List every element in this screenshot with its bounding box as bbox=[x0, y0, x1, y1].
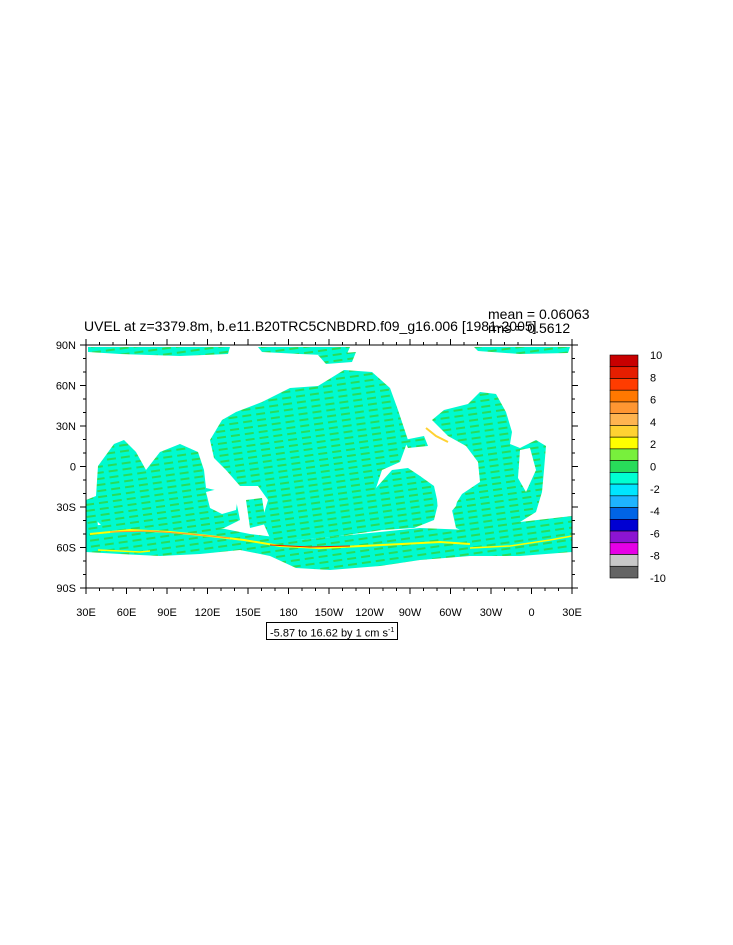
colorbar-swatch bbox=[609, 565, 639, 579]
acc-jet bbox=[469, 535, 572, 549]
ocean-patch bbox=[86, 496, 98, 530]
gulf-stream-jet bbox=[425, 427, 449, 443]
arctic-ocean-patch bbox=[88, 347, 230, 356]
acc-jet bbox=[109, 530, 231, 539]
lat-tick-label: 30N bbox=[56, 421, 76, 433]
arctic-ocean-patch bbox=[474, 347, 570, 354]
colorbar-swatch bbox=[609, 519, 639, 532]
colorbar-label: -10 bbox=[650, 573, 666, 585]
lat-tick-label: 90S bbox=[56, 583, 76, 595]
colorbar-label: 2 bbox=[650, 439, 656, 451]
contour-range-label: -5.87 to 16.62 by 1 cm s-1 bbox=[266, 622, 399, 640]
lat-tick-label: 90N bbox=[56, 340, 76, 352]
colorbar-swatch bbox=[609, 401, 639, 414]
rms-label: rms = 0.5612 bbox=[488, 320, 571, 336]
lon-tick-label: 30E bbox=[76, 607, 96, 619]
colorbar-label: 6 bbox=[650, 395, 656, 407]
colorbar-label: 4 bbox=[650, 417, 656, 429]
colorbar-swatch bbox=[609, 425, 639, 438]
lon-tick-label: 90W bbox=[399, 607, 422, 619]
mean-label: mean = 0.06063 bbox=[488, 306, 590, 322]
colorbar-swatch bbox=[609, 483, 639, 497]
acc-jet bbox=[269, 544, 351, 548]
colorbar-swatch bbox=[609, 366, 639, 379]
south-america-land bbox=[436, 478, 460, 518]
southern-ocean bbox=[86, 516, 572, 570]
arctic-ocean-patch bbox=[318, 352, 356, 364]
colorbar-label: -8 bbox=[650, 551, 660, 563]
australia-land bbox=[206, 486, 238, 514]
arctic-ocean-patch bbox=[258, 347, 350, 356]
colorbar: 10 8 6 4 2 0 -2 -4 -6 -8 -10 bbox=[609, 350, 666, 585]
colorbar-swatch bbox=[609, 472, 639, 485]
colorbar-swatch bbox=[609, 554, 639, 567]
lon-tick-label: 30E bbox=[562, 607, 582, 619]
lon-tick-label: 120E bbox=[195, 607, 221, 619]
colorbar-swatch bbox=[609, 448, 639, 461]
lat-tick-label: 0 bbox=[70, 462, 76, 474]
colorbar-label: -4 bbox=[650, 506, 660, 518]
africa-land bbox=[518, 448, 536, 492]
ocean-patch bbox=[246, 498, 266, 528]
colorbar-label: 8 bbox=[650, 372, 656, 384]
plot-title: UVEL at z=3379.8m, b.e11.B20TRC5CNBDRD.f… bbox=[84, 318, 537, 334]
colorbar-label: 0 bbox=[650, 462, 656, 474]
pacific-ocean bbox=[210, 370, 438, 540]
colorbar-swatch bbox=[609, 530, 639, 544]
lat-tick-label: 60S bbox=[56, 543, 76, 555]
colorbar-swatch bbox=[609, 495, 639, 508]
lon-tick-label: 30W bbox=[480, 607, 503, 619]
colorbar-swatch bbox=[609, 542, 639, 555]
colorbar-swatch bbox=[609, 507, 639, 520]
colorbar-swatch bbox=[609, 436, 639, 450]
lon-tick-label: 150W bbox=[315, 607, 344, 619]
colorbar-swatch bbox=[609, 378, 639, 391]
lon-tick-label: 90E bbox=[157, 607, 177, 619]
acc-jet bbox=[97, 549, 151, 553]
velocity-field-map bbox=[86, 345, 572, 588]
colorbar-swatch bbox=[609, 413, 639, 426]
colorbar-swatch bbox=[609, 460, 639, 473]
colorbar-label: -2 bbox=[650, 484, 660, 496]
lat-tick-label: 30S bbox=[56, 502, 76, 514]
lat-tick-label: 60N bbox=[56, 381, 76, 393]
colorbar-label: 10 bbox=[650, 350, 662, 362]
colorbar-swatch bbox=[609, 389, 639, 403]
lon-tick-label: 0 bbox=[528, 607, 534, 619]
latitude-axis: 90N 60N 30N 0 30S 60S 90S bbox=[56, 340, 578, 595]
longitude-axis: 30E 60E 90E 120E 150E 180 150W 120W 90W 60W 30W 0 30… bbox=[76, 339, 582, 619]
lon-tick-label: 120W bbox=[355, 607, 384, 619]
indian-ocean bbox=[92, 440, 240, 530]
lon-tick-label: 180 bbox=[279, 607, 297, 619]
colorbar-swatch bbox=[609, 354, 639, 368]
ocean-patch bbox=[404, 436, 428, 448]
lon-tick-label: 150E bbox=[235, 607, 261, 619]
colorbar-label: -6 bbox=[650, 528, 660, 540]
lon-tick-label: 60E bbox=[117, 607, 137, 619]
lon-tick-label: 60W bbox=[439, 607, 462, 619]
atlantic-ocean bbox=[432, 392, 546, 534]
